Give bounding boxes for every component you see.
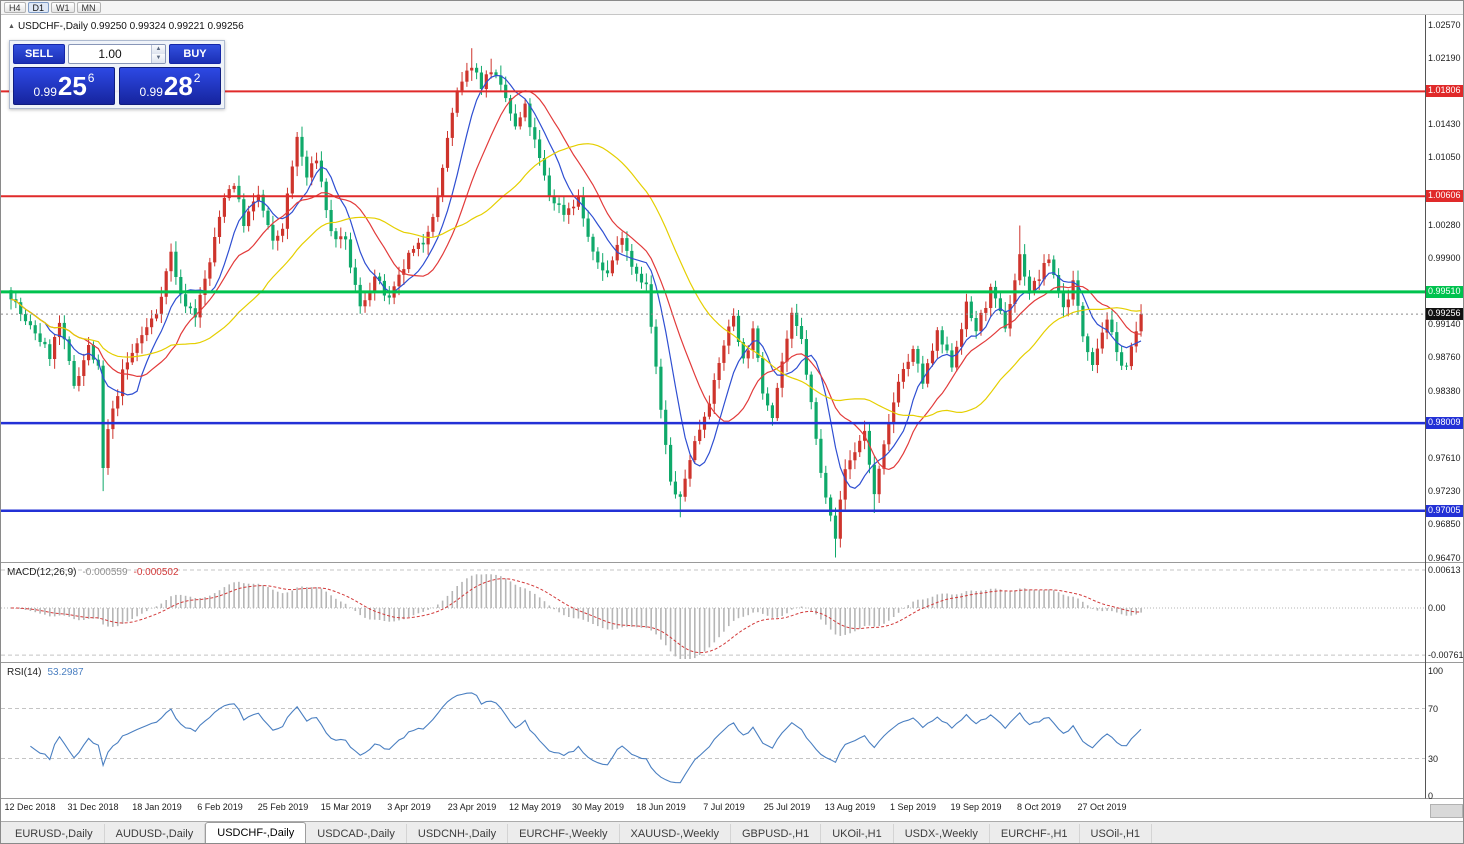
- buy-price-point: 2: [193, 71, 201, 85]
- macd-indicator-label: MACD(12,26,9) -0.000559 -0.000502: [7, 567, 179, 578]
- one-click-trading-panel: SELL 1.00 ▲ ▼ BUY 0.99 25 6 0.99 28 2: [9, 40, 225, 109]
- sell-price-button[interactable]: 0.99 25 6: [13, 67, 115, 105]
- sell-price-point: 6: [87, 71, 95, 85]
- timeframe-button-d1[interactable]: D1: [27, 2, 50, 13]
- chart-tab-gbpusd-h1[interactable]: GBPUSD-,H1: [731, 824, 822, 843]
- buy-price-pips: 28: [163, 71, 193, 101]
- chart-tabs: EURUSD-,Daily AUDUSD-,Daily USDCHF-,Daily U…: [1, 821, 1463, 843]
- chart-tab-usoil-h1[interactable]: USOil-,H1: [1080, 824, 1153, 843]
- chart-tab-usdx-weekly[interactable]: USDX-,Weekly: [894, 824, 990, 843]
- timeframe-button-h4[interactable]: H4: [4, 2, 26, 13]
- chart-ohlc-info: ▲ USDCHF-,Daily 0.99250 0.99324 0.99221 0…: [8, 21, 244, 32]
- sell-price-base: 0.99: [33, 85, 57, 99]
- buy-price-base: 0.99: [139, 85, 163, 99]
- chart-tab-eurchf-weekly[interactable]: EURCHF-,Weekly: [508, 824, 620, 843]
- chart-tab-ukoil-h1[interactable]: UKOil-,H1: [821, 824, 894, 843]
- collapse-trade-panel-icon[interactable]: ▲: [8, 23, 15, 30]
- chart-symbol-label: USDCHF-,Daily: [17, 21, 88, 32]
- volume-decrease-icon[interactable]: ▼: [152, 54, 165, 63]
- chart-tab-usdcnh-daily[interactable]: USDCNH-,Daily: [407, 824, 509, 843]
- sell-price-pips: 25: [57, 71, 87, 101]
- rsi-name: RSI(14): [7, 667, 42, 678]
- timeframe-button-mn[interactable]: MN: [76, 2, 101, 13]
- volume-increase-icon[interactable]: ▲: [152, 45, 165, 54]
- volume-control[interactable]: 1.00 ▲ ▼: [68, 44, 166, 64]
- timeframe-button-w1[interactable]: W1: [51, 2, 75, 13]
- chart-tab-xauusd-weekly[interactable]: XAUUSD-,Weekly: [620, 824, 731, 843]
- macd-signal-value: -0.000502: [133, 567, 179, 578]
- trade-prices-row: 0.99 25 6 0.99 28 2: [13, 67, 221, 105]
- macd-name: MACD(12,26,9): [7, 567, 77, 578]
- chart-tab-audusd-daily[interactable]: AUDUSD-,Daily: [105, 824, 206, 843]
- chart-tab-eurchf-h1[interactable]: EURCHF-,H1: [990, 824, 1080, 843]
- chart-tab-usdchf-daily[interactable]: USDCHF-,Daily: [205, 822, 307, 843]
- rsi-value: 53.2987: [47, 667, 84, 678]
- timeframe-toolbar: H4 D1 W1 MN: [1, 1, 1463, 15]
- sell-button[interactable]: SELL: [13, 44, 65, 64]
- chart-ohlc-values: 0.99250 0.99324 0.99221 0.99256: [90, 21, 244, 32]
- volume-spinner: ▲ ▼: [151, 45, 165, 63]
- buy-button[interactable]: BUY: [169, 44, 221, 64]
- buy-price-button[interactable]: 0.99 28 2: [119, 67, 221, 105]
- chart-tab-usdcad-daily[interactable]: USDCAD-,Daily: [306, 824, 407, 843]
- chart-tab-eurusd-daily[interactable]: EURUSD-,Daily: [4, 824, 105, 843]
- chart-canvas[interactable]: [1, 1, 1464, 821]
- macd-main-value: -0.000559: [82, 567, 128, 578]
- rsi-indicator-label: RSI(14) 53.2987: [7, 667, 84, 678]
- volume-input[interactable]: 1.00: [98, 47, 122, 61]
- scrollbar-corner[interactable]: [1430, 804, 1463, 818]
- trade-controls-row: SELL 1.00 ▲ ▼ BUY: [13, 44, 221, 64]
